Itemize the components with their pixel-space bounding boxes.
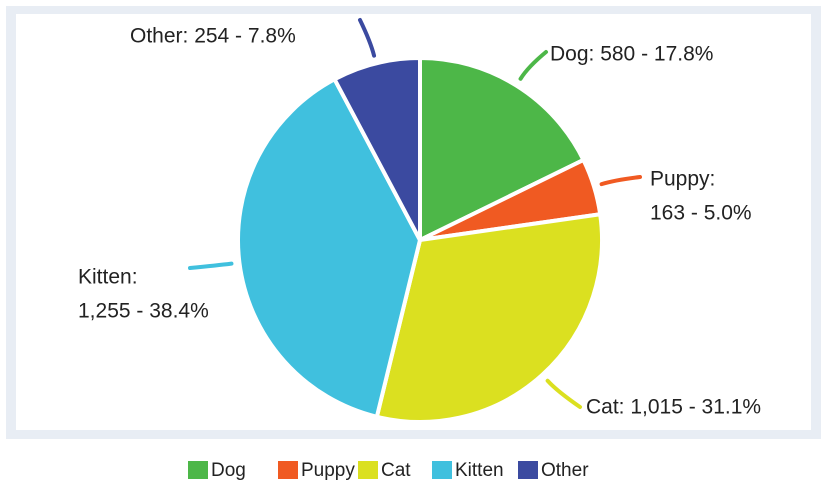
data-label: Other: 254 - 7.8% <box>130 25 296 48</box>
legend-swatch <box>188 461 208 479</box>
leader-line <box>545 378 582 409</box>
leader-line <box>599 175 642 187</box>
leader-line <box>518 50 548 81</box>
legend-label: Puppy <box>301 460 355 481</box>
data-label: Cat: 1,015 - 31.1% <box>586 396 761 419</box>
data-label: Kitten: <box>78 266 138 289</box>
legend-label: Dog <box>211 460 246 481</box>
pie-slice <box>418 55 587 244</box>
legend-label: Kitten <box>455 460 504 481</box>
data-label: 163 - 5.0% <box>650 202 752 225</box>
legend-swatch <box>432 461 452 479</box>
data-label: Dog: 580 - 17.8% <box>550 43 713 66</box>
legend-label: Cat <box>381 460 411 481</box>
legend-swatch <box>518 461 538 479</box>
pie-slice <box>236 76 423 420</box>
leader-line <box>358 18 377 58</box>
legend-label: Other <box>541 460 589 481</box>
pie-slice <box>374 212 604 424</box>
legend-swatch <box>358 461 378 479</box>
leader-line <box>188 261 234 270</box>
legend-swatch <box>278 461 298 479</box>
data-label: 1,255 - 38.4% <box>78 300 209 323</box>
pie-slice <box>331 55 422 241</box>
data-label: Puppy: <box>650 168 715 191</box>
